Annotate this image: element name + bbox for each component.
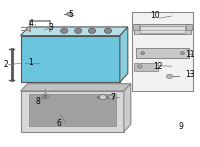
Text: 8: 8	[35, 97, 40, 106]
Circle shape	[180, 52, 184, 55]
Polygon shape	[21, 36, 120, 82]
Circle shape	[44, 95, 47, 97]
Text: 7: 7	[110, 93, 115, 102]
Circle shape	[88, 28, 96, 34]
Polygon shape	[21, 84, 131, 91]
Bar	[134, 63, 158, 71]
Polygon shape	[134, 24, 191, 34]
Text: 10: 10	[150, 11, 159, 20]
Text: 2: 2	[3, 60, 8, 69]
Circle shape	[167, 74, 172, 79]
Circle shape	[67, 12, 72, 16]
Circle shape	[61, 28, 68, 34]
Polygon shape	[120, 27, 128, 82]
Polygon shape	[21, 91, 124, 132]
Circle shape	[137, 65, 142, 68]
Text: 6: 6	[57, 119, 62, 128]
Circle shape	[42, 94, 49, 99]
Circle shape	[104, 28, 112, 34]
Bar	[133, 24, 139, 30]
Text: 13: 13	[186, 70, 195, 79]
Text: 11: 11	[186, 50, 195, 59]
Polygon shape	[21, 27, 128, 36]
Polygon shape	[124, 84, 131, 132]
Text: 1: 1	[28, 58, 33, 67]
Circle shape	[75, 28, 82, 34]
Bar	[132, 12, 193, 91]
Bar	[186, 24, 192, 30]
Text: 9: 9	[178, 122, 183, 131]
Polygon shape	[140, 26, 185, 33]
Circle shape	[99, 95, 107, 100]
Bar	[136, 49, 189, 58]
Circle shape	[141, 52, 145, 55]
Text: 4: 4	[29, 19, 34, 28]
Circle shape	[109, 95, 113, 99]
Text: 3: 3	[49, 23, 54, 32]
Text: 5: 5	[69, 10, 74, 19]
Polygon shape	[29, 94, 116, 126]
Text: 12: 12	[153, 62, 162, 71]
